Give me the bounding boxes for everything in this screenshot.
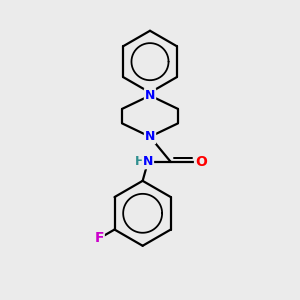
Text: N: N [145,130,155,143]
Text: F: F [94,231,104,244]
Text: N: N [143,155,153,168]
Text: O: O [195,155,207,169]
Text: N: N [145,89,155,102]
Text: H: H [134,155,145,168]
